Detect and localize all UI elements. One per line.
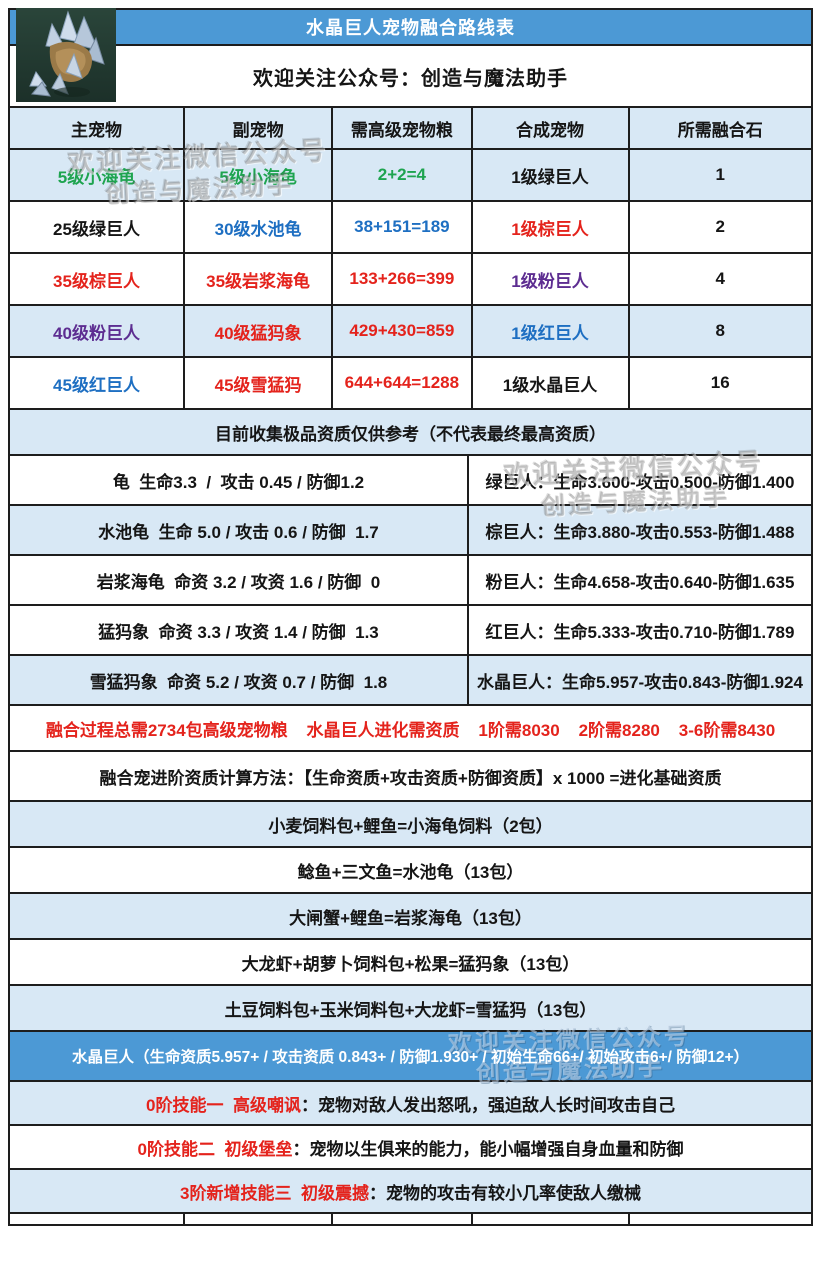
- quality-giant-stats: 红巨人：生命5.333-攻击0.710-防御1.789: [485, 622, 795, 642]
- fusion-cell: 1级粉巨人: [470, 254, 628, 304]
- fusion-cell: 4: [627, 254, 811, 304]
- feed-recipe-row: 大闸蟹+鲤鱼=岩浆海龟（13包）: [10, 892, 811, 938]
- fusion-cell: 8: [627, 306, 811, 356]
- quality-source-pet-stats: 猛犸象 命资 3.3 / 攻资 1.4 / 防御 1.3: [10, 606, 469, 654]
- quality-source-pet-stats: 雪猛犸象 命资 5.2 / 攻资 0.7 / 防御 1.8: [10, 656, 469, 704]
- fusion-cell: 35级棕巨人: [53, 271, 140, 291]
- fusion-table-row: 45级红巨人 45级雪猛犸 644+644=1288 1级水晶巨人 16: [10, 356, 811, 408]
- quality-source-pet-stats: 龟 生命3.3 / 攻击 0.45 / 防御1.2: [10, 456, 469, 504]
- skill-name: 0阶技能二 初级堡垒: [137, 1139, 293, 1159]
- fusion-cell: 133+266=399: [331, 254, 470, 304]
- crystal-summary-text: 水晶巨人（生命资质5.957+ / 攻击资质 0.843+ / 防御1.930+…: [71, 1049, 750, 1066]
- quality-section-header: 目前收集极品资质仅供参考（不代表最终最高资质）: [10, 408, 811, 454]
- skill-description: ：宠物的攻击有较小几率使敌人缴械: [368, 1183, 641, 1203]
- fusion-cell: 1级红巨人: [470, 306, 628, 356]
- fusion-cell: 5级小海龟: [57, 167, 136, 187]
- quality-giant-stats: 绿巨人：生命3.600-攻击0.500-防御1.400: [485, 472, 795, 492]
- fusion-cell: 5级小海龟: [183, 150, 331, 200]
- fusion-cost-note: 融合过程总需2734包高级宠物粮 水晶巨人进化需资质 1阶需8030 2阶需82…: [10, 704, 811, 750]
- empty-cell: [331, 1214, 470, 1224]
- fusion-cell: 40级粉巨人: [53, 323, 140, 343]
- fusion-cell: 2+2=4: [331, 150, 470, 200]
- fusion-table-row: 5级小海龟 5级小海龟 2+2=4 1级绿巨人 1: [10, 148, 811, 200]
- skill-row: 0阶技能一 高级嘲讽 ：宠物对敌人发出怒吼，强迫敌人长时间攻击自己: [10, 1080, 811, 1124]
- feed-recipe-row: 鲶鱼+三文鱼=水池龟（13包）: [10, 846, 811, 892]
- fusion-cell: 429+430=859: [331, 306, 470, 356]
- fusion-cell: 45级红巨人: [53, 375, 140, 395]
- quality-row: 猛犸象 命资 3.3 / 攻资 1.4 / 防御 1.3 红巨人：生命5.333…: [10, 604, 811, 654]
- fusion-cell: 38+151=189: [331, 202, 470, 252]
- column-header: 副宠物: [183, 108, 331, 148]
- quality-source-pet-stats: 岩浆海龟 命资 3.2 / 攻资 1.6 / 防御 0: [10, 556, 469, 604]
- quality-source-pet-stats: 水池龟 生命 5.0 / 攻击 0.6 / 防御 1.7: [10, 506, 469, 554]
- column-header: 所需融合石: [627, 108, 811, 148]
- crystal-giant-summary-row: 欢迎关注微信公众号 创造与魔法助手 水晶巨人（生命资质5.957+ / 攻击资质…: [10, 1023, 811, 1087]
- fusion-cell: 25级绿巨人: [53, 219, 140, 239]
- crystal-giant-image: [16, 8, 116, 102]
- fusion-cell: 45级雪猛犸: [183, 358, 331, 408]
- page-title: 水晶巨人宠物融合路线表: [306, 18, 515, 38]
- fusion-cell: 40级猛犸象: [183, 306, 331, 356]
- fusion-cell: 2: [627, 202, 811, 252]
- feed-recipe-row: 土豆饲料包+玉米饲料包+大龙虾=雪猛犸（13包）: [10, 984, 811, 1030]
- fusion-cell: 1级棕巨人: [470, 202, 628, 252]
- fusion-table-row: 25级绿巨人 30级水池龟 38+151=189 1级棕巨人 2: [10, 200, 811, 252]
- column-header: 主宠物: [71, 120, 122, 140]
- skill-description: ：宠物对敌人发出怒吼，强迫敌人长时间攻击自己: [300, 1095, 675, 1115]
- recipe-text: 大龙虾+胡萝卜饲料包+松果=猛犸象（13包）: [241, 954, 580, 974]
- title-bar: 水晶巨人宠物融合路线表: [10, 10, 811, 44]
- fusion-table-row: 40级粉巨人 40级猛犸象 429+430=859 1级红巨人 8: [10, 304, 811, 356]
- skill-name: 3阶新增技能三 初级震撼: [180, 1183, 369, 1203]
- fusion-cell: 644+644=1288: [331, 358, 470, 408]
- skill-row: 0阶技能二 初级堡垒 ：宠物以生俱来的能力，能小幅增强自身血量和防御: [10, 1124, 811, 1168]
- fusion-route-table: 水晶巨人宠物融合路线表 欢迎关注公众号：创造与魔法助手 主宠物 副宠物 需高级宠物粮…: [8, 8, 813, 1226]
- column-header: 合成宠物: [470, 108, 628, 148]
- formula-text: 融合宠进阶资质计算方法：【生命资质+攻击资质+防御资质】x 1000 =进化基础…: [99, 768, 722, 788]
- fusion-cell: 35级岩浆海龟: [183, 254, 331, 304]
- fusion-header-row: 主宠物 副宠物 需高级宠物粮 合成宠物 所需融合石: [10, 106, 811, 148]
- skill-description: ：宠物以生俱来的能力，能小幅增强自身血量和防御: [292, 1139, 684, 1159]
- empty-cell: [183, 1214, 331, 1224]
- subtitle-row: 欢迎关注公众号：创造与魔法助手: [10, 44, 811, 106]
- skill-row: 3阶新增技能三 初级震撼 ：宠物的攻击有较小几率使敌人缴械: [10, 1168, 811, 1212]
- quality-row: 岩浆海龟 命资 3.2 / 攻资 1.6 / 防御 0 粉巨人：生命4.658-…: [10, 554, 811, 604]
- fusion-cost-text: 融合过程总需2734包高级宠物粮 水晶巨人进化需资质 1阶需8030 2阶需82…: [45, 720, 776, 740]
- quality-section-title: 目前收集极品资质仅供参考（不代表最终最高资质）: [215, 424, 606, 444]
- quality-giant-stats: 棕巨人：生命3.880-攻击0.553-防御1.488: [485, 522, 795, 542]
- fusion-cell: 1: [627, 150, 811, 200]
- subtitle-text: 欢迎关注公众号：创造与魔法助手: [253, 67, 568, 90]
- empty-cell: [470, 1214, 628, 1224]
- empty-cell: [627, 1214, 811, 1224]
- fusion-cell: 16: [627, 358, 811, 408]
- fusion-cell: 1级水晶巨人: [470, 358, 628, 408]
- recipe-text: 大闸蟹+鲤鱼=岩浆海龟（13包）: [289, 908, 532, 928]
- formula-note: 融合宠进阶资质计算方法：【生命资质+攻击资质+防御资质】x 1000 =进化基础…: [10, 750, 811, 800]
- quality-giant-stats: 水晶巨人：生命5.957-攻击0.843-防御1.924: [477, 672, 803, 692]
- empty-cell: [10, 1214, 183, 1224]
- fusion-cell: 1级绿巨人: [470, 150, 628, 200]
- quality-giant-stats: 粉巨人：生命4.658-攻击0.640-防御1.635: [485, 572, 795, 592]
- feed-recipe-row: 大龙虾+胡萝卜饲料包+松果=猛犸象（13包）: [10, 938, 811, 984]
- bottom-partial-row: [10, 1212, 811, 1224]
- quality-row: 水池龟 生命 5.0 / 攻击 0.6 / 防御 1.7 棕巨人：生命3.880…: [10, 504, 811, 554]
- column-header: 需高级宠物粮: [331, 108, 470, 148]
- feed-recipe-row: 小麦饲料包+鲤鱼=小海龟饲料（2包）: [10, 800, 811, 846]
- quality-row: 龟 生命3.3 / 攻击 0.45 / 防御1.2 绿巨人：生命3.600-攻击…: [10, 454, 811, 504]
- fusion-table-row: 35级棕巨人 35级岩浆海龟 133+266=399 1级粉巨人 4: [10, 252, 811, 304]
- recipe-text: 土豆饲料包+玉米饲料包+大龙虾=雪猛犸（13包）: [224, 1000, 597, 1020]
- recipe-text: 小麦饲料包+鲤鱼=小海龟饲料（2包）: [268, 816, 553, 836]
- recipe-text: 鲶鱼+三文鱼=水池龟（13包）: [297, 862, 524, 882]
- quality-row: 雪猛犸象 命资 5.2 / 攻资 0.7 / 防御 1.8 水晶巨人：生命5.9…: [10, 654, 811, 704]
- fusion-cell: 30级水池龟: [183, 202, 331, 252]
- skill-name: 0阶技能一 高级嘲讽: [146, 1095, 301, 1115]
